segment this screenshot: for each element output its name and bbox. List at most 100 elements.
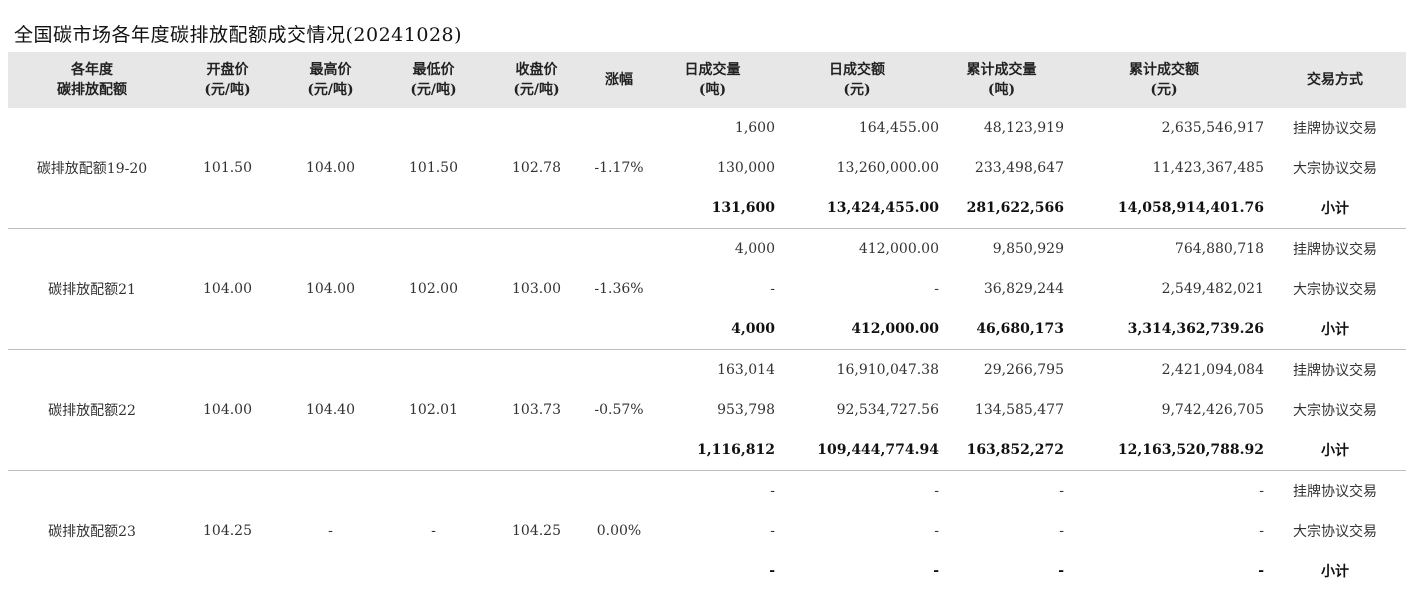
daily-volume: 4,000 xyxy=(734,241,775,257)
header-close-line2: (元/吨) xyxy=(513,82,560,98)
header-open: 开盘价 (元/吨) xyxy=(176,52,279,108)
subtotal-label: 小计 xyxy=(1264,188,1406,229)
table-row: 碳排放配额22 104.00 104.40 102.01 103.73 -0.5… xyxy=(8,349,1406,471)
header-change: 涨幅 xyxy=(588,52,650,108)
header-daily-volume: 日成交量 (吨) xyxy=(650,52,775,108)
trade-mode: 挂牌协议交易 xyxy=(1293,484,1377,500)
cumulative-volume: - xyxy=(1059,483,1064,499)
subtotal-cumulative-volume: 46,680,173 xyxy=(939,309,1064,350)
cumulative-volume: 9,850,929 xyxy=(992,241,1064,257)
subtotal-cumulative-volume: 163,852,272 xyxy=(939,430,1064,471)
header-high: 最高价 (元/吨) xyxy=(279,52,382,108)
header-open-line2: (元/吨) xyxy=(204,82,251,98)
cumulative-amount: - xyxy=(1259,483,1264,499)
subtotal-daily-amount: 109,444,774.94 xyxy=(775,430,939,471)
subtotal-daily-volume: - xyxy=(769,563,775,579)
trade-mode: 大宗协议交易 xyxy=(1293,282,1377,298)
subtotal-cumulative-amount: 14,058,914,401.76 xyxy=(1064,188,1264,229)
subtotal-row: - - - - 小计 xyxy=(8,551,1406,591)
header-year-line1: 各年度 xyxy=(71,62,113,78)
table-body: 碳排放配额19-20 101.50 104.00 101.50 102.78 -… xyxy=(8,108,1406,591)
cumulative-volume: 134,585,477 xyxy=(974,402,1064,418)
cumulative-amount: 2,421,094,084 xyxy=(1161,362,1264,378)
high-price: 104.00 xyxy=(279,108,382,229)
cumulative-amount: - xyxy=(1259,523,1264,539)
daily-volume: 130,000 xyxy=(717,160,775,176)
table-row: 碳排放配额23 104.25 - - 104.25 0.00% - - - - … xyxy=(8,471,1406,540)
subtotal-daily-volume: 1,116,812 xyxy=(650,430,775,471)
price-change: 0.00% xyxy=(596,523,642,539)
trade-mode: 大宗协议交易 xyxy=(1293,524,1377,540)
subtotal-daily-volume: 4,000 xyxy=(650,309,775,350)
daily-amount: - xyxy=(934,281,939,297)
daily-amount: - xyxy=(934,523,939,539)
daily-volume: - xyxy=(770,281,775,297)
header-cumulative-amount-line2: (元) xyxy=(1150,82,1178,98)
header-change-line1: 涨幅 xyxy=(605,72,633,88)
table-row: 953,798 92,534,727.56 134,585,477 9,742,… xyxy=(8,390,1406,430)
open-price: 104.25 xyxy=(203,523,252,539)
header-daily-amount: 日成交额 (元) xyxy=(775,52,939,108)
daily-amount: 412,000.00 xyxy=(858,241,939,257)
header-daily-volume-line2: (吨) xyxy=(698,82,727,98)
trade-mode: 挂牌协议交易 xyxy=(1293,363,1377,379)
table-row: 碳排放配额21 104.00 104.00 102.00 103.00 -1.3… xyxy=(8,228,1406,350)
price-change: -1.17% xyxy=(588,108,650,229)
cumulative-volume: - xyxy=(1059,523,1064,539)
subtotal-daily-amount: - xyxy=(933,563,939,579)
daily-amount: 13,260,000.00 xyxy=(836,160,939,176)
table-header-row: 各年度 碳排放配额 开盘价 (元/吨) 最高价 (元/吨) 最低价 (元/吨) … xyxy=(8,52,1406,108)
subtotal-cumulative-volume: 281,622,566 xyxy=(939,188,1064,229)
cumulative-volume: 29,266,795 xyxy=(983,362,1064,378)
subtotal-label: 小计 xyxy=(1264,309,1406,350)
header-daily-volume-line1: 日成交量 xyxy=(684,62,741,78)
cumulative-amount: 2,549,482,021 xyxy=(1161,281,1264,297)
daily-amount: 164,455.00 xyxy=(858,120,939,136)
close-price: 104.25 xyxy=(512,523,561,539)
header-cumulative-amount-line1: 累计成交额 xyxy=(1129,62,1199,78)
header-year: 各年度 碳排放配额 xyxy=(8,52,176,108)
trade-mode: 挂牌协议交易 xyxy=(1293,242,1377,258)
cumulative-amount: 764,880,718 xyxy=(1174,241,1264,257)
header-cumulative-volume-line1: 累计成交量 xyxy=(966,62,1037,78)
low-price: - xyxy=(431,523,436,539)
header-close-line1: 收盘价 xyxy=(515,62,558,78)
subtotal-row: 4,000 412,000.00 46,680,173 3,314,362,73… xyxy=(8,309,1406,350)
table-row: 130,000 13,260,000.00 233,498,647 11,423… xyxy=(8,148,1406,188)
daily-volume: - xyxy=(770,523,775,539)
daily-amount: - xyxy=(934,483,939,499)
daily-amount: 16,910,047.38 xyxy=(836,362,939,378)
price-change: -1.36% xyxy=(588,228,650,350)
open-price: 104.00 xyxy=(176,228,279,350)
subtotal-label: 小计 xyxy=(1321,564,1349,580)
header-low-line2: (元/吨) xyxy=(410,82,457,98)
cumulative-volume: 233,498,647 xyxy=(974,160,1064,176)
trade-mode: 大宗协议交易 xyxy=(1293,161,1377,177)
price-change: -0.57% xyxy=(588,349,650,471)
header-open-line1: 开盘价 xyxy=(206,62,249,78)
table-row: - - - - 大宗协议交易 xyxy=(8,511,1406,551)
header-cumulative-volume: 累计成交量 (吨) xyxy=(939,52,1064,108)
daily-volume: 953,798 xyxy=(717,402,775,418)
allowance-name: 碳排放配额21 xyxy=(8,228,176,350)
trade-mode: 挂牌协议交易 xyxy=(1293,121,1377,137)
allowance-name: 碳排放配额22 xyxy=(8,349,176,471)
high-price: 104.40 xyxy=(279,349,382,471)
header-close: 收盘价 (元/吨) xyxy=(485,52,588,108)
open-price: 104.00 xyxy=(176,349,279,471)
cumulative-amount: 11,423,367,485 xyxy=(1152,160,1264,176)
header-daily-amount-line2: (元) xyxy=(843,82,871,98)
low-price: 102.01 xyxy=(382,349,485,471)
carbon-trading-table: 各年度 碳排放配额 开盘价 (元/吨) 最高价 (元/吨) 最低价 (元/吨) … xyxy=(8,52,1406,591)
subtotal-cumulative-amount: 3,314,362,739.26 xyxy=(1064,309,1264,350)
subtotal-cumulative-amount: 12,163,520,788.92 xyxy=(1064,430,1264,471)
header-trade-mode-line1: 交易方式 xyxy=(1307,72,1363,88)
subtotal-daily-amount: 412,000.00 xyxy=(775,309,939,350)
header-low: 最低价 (元/吨) xyxy=(382,52,485,108)
cumulative-volume: 48,123,919 xyxy=(983,120,1064,136)
cumulative-volume: 36,829,244 xyxy=(983,281,1064,297)
header-daily-amount-line1: 日成交额 xyxy=(829,62,885,78)
high-price: - xyxy=(328,523,333,539)
close-price: 103.00 xyxy=(485,228,588,350)
subtotal-row: 1,116,812 109,444,774.94 163,852,272 12,… xyxy=(8,430,1406,471)
